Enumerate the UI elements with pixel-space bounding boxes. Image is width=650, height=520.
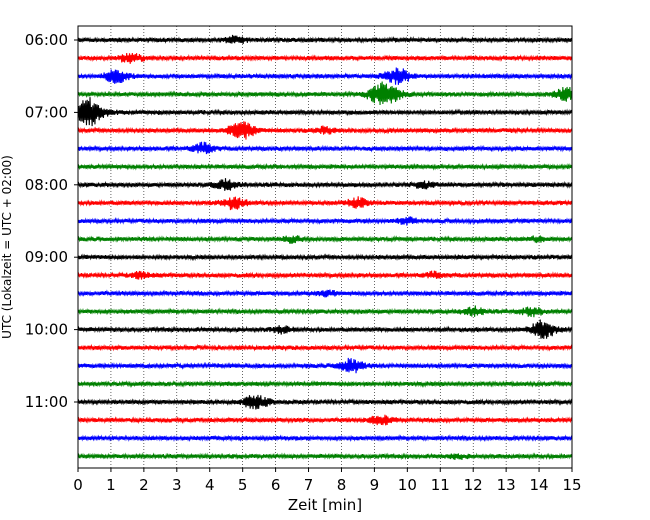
trace-0600 [77, 34, 573, 45]
trace-0930 [77, 289, 573, 298]
x-tick-label-0: 0 [73, 476, 83, 494]
trace-0915 [77, 270, 573, 280]
x-tick-label-4: 4 [205, 476, 215, 494]
x-axis-label: Zeit [min] [288, 496, 362, 514]
trace-1045 [77, 379, 573, 388]
x-tick-label-10: 10 [398, 476, 417, 494]
y-tick-label-1: 07:00 [25, 103, 68, 121]
y-tick-label-0: 06:00 [25, 31, 68, 49]
x-tick-label-11: 11 [431, 476, 450, 494]
x-tick-label-13: 13 [497, 476, 516, 494]
trace-0815 [77, 196, 573, 211]
x-tick-label-2: 2 [139, 476, 149, 494]
x-tick-label-7: 7 [304, 476, 314, 494]
trace-0900 [77, 253, 573, 262]
x-tick-label-3: 3 [172, 476, 182, 494]
trace-0845 [77, 235, 573, 244]
y-axis-label: UTC (Lokalzeit = UTC + 02:00) [0, 155, 14, 339]
plot-frame [77, 25, 573, 469]
x-tick-label-1: 1 [106, 476, 116, 494]
x-tick-label-5: 5 [238, 476, 248, 494]
x-tick-label-14: 14 [530, 476, 549, 494]
trace-0615 [77, 52, 573, 64]
trace-1030 [77, 357, 573, 374]
trace-0800 [77, 178, 573, 191]
trace-1115 [77, 414, 573, 426]
x-tick-label-9: 9 [370, 476, 380, 494]
trace-0630 [77, 67, 573, 85]
trace-0715 [77, 121, 573, 140]
x-tick-label-12: 12 [464, 476, 483, 494]
y-tick-label-5: 11:00 [25, 393, 68, 411]
trace-0945 [77, 305, 573, 318]
x-axis-ticks: 0 1 2 3 4 5 6 7 8 9 10 11 12 13 14 15 [73, 468, 582, 494]
trace-1145 [77, 452, 573, 461]
y-tick-label-3: 09:00 [25, 248, 68, 266]
trace-1000 [77, 319, 573, 339]
seismogram-traces [77, 34, 573, 461]
x-tick-label-8: 8 [337, 476, 347, 494]
trace-0730 [77, 141, 573, 155]
trace-1015 [77, 343, 573, 352]
y-axis-ticks: 06:00 07:00 08:00 09:00 10:00 11:00 [25, 31, 78, 411]
trace-0830 [77, 216, 573, 226]
x-tick-label-15: 15 [562, 476, 581, 494]
trace-0645 [77, 81, 573, 106]
trace-0745 [77, 162, 573, 171]
y-tick-label-4: 10:00 [25, 321, 68, 339]
trace-0700 [77, 97, 573, 127]
trace-1130 [77, 434, 573, 443]
x-tick-label-6: 6 [271, 476, 281, 494]
trace-1100 [77, 394, 573, 410]
y-tick-label-2: 08:00 [25, 176, 68, 194]
